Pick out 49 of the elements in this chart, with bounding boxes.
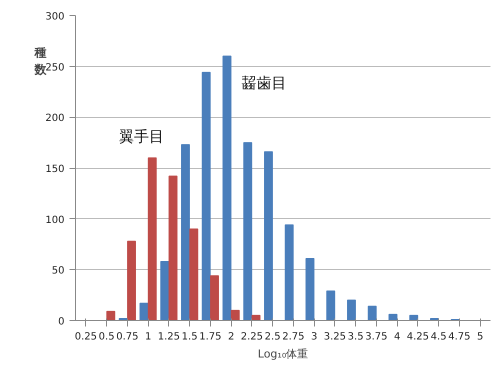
x-tick-label: 3.75	[365, 332, 388, 342]
bar	[140, 302, 148, 320]
series-label: 翼手目	[119, 128, 164, 146]
x-tick-label: 4.25	[406, 332, 430, 342]
bar	[148, 157, 157, 320]
bar	[168, 176, 178, 320]
x-tick-label: 2.75	[282, 332, 305, 342]
bar	[264, 151, 273, 320]
y-tick-label: 300	[45, 12, 65, 22]
bar	[368, 306, 377, 320]
x-tick-label: 2.25	[240, 332, 264, 342]
y-tick-label: 200	[45, 113, 65, 124]
bar	[347, 300, 356, 320]
bar	[127, 240, 136, 320]
x-tick-label: 3.25	[324, 332, 346, 342]
x-tick-label: 1.25	[158, 332, 180, 342]
bar	[388, 314, 398, 320]
y-axis-title: 種数	[34, 46, 48, 76]
x-tick-label: 4.5	[430, 332, 447, 342]
bar	[181, 144, 190, 320]
x-tick-label: 1	[144, 332, 152, 342]
x-tick-label: 2.5	[264, 332, 281, 342]
x-tick-label: 4.75	[448, 332, 471, 342]
x-tick-label: 2	[228, 332, 234, 342]
x-tick-label: 3	[310, 332, 318, 342]
bar	[252, 314, 260, 320]
x-axis-title: Log₁₀体重	[258, 348, 308, 360]
y-tick-label: 250	[45, 62, 65, 74]
y-tick-label: 0	[58, 316, 65, 328]
y-tick-label: 150	[45, 164, 65, 175]
bar	[284, 224, 294, 320]
x-tick-label: 1.75	[199, 332, 222, 342]
bar	[222, 56, 232, 320]
series-label: 齧歯目	[242, 74, 286, 92]
x-tick-label: 4	[394, 332, 400, 342]
x-tick-label: 5	[476, 332, 484, 342]
bar	[210, 275, 219, 320]
x-tick-label: 0.25	[74, 332, 98, 342]
y-tick-label: 100	[45, 214, 65, 226]
bar	[189, 228, 198, 320]
x-tick-label: 1.5	[182, 332, 198, 342]
y-tick-label: 50	[52, 266, 65, 277]
bar	[326, 290, 336, 320]
bar	[306, 258, 314, 320]
bar	[202, 72, 211, 320]
x-tick-label: 3.5	[348, 332, 364, 342]
x-tick-label: 0.5	[98, 332, 115, 342]
bar	[243, 142, 252, 320]
x-tick-label: 0.75	[116, 332, 139, 342]
